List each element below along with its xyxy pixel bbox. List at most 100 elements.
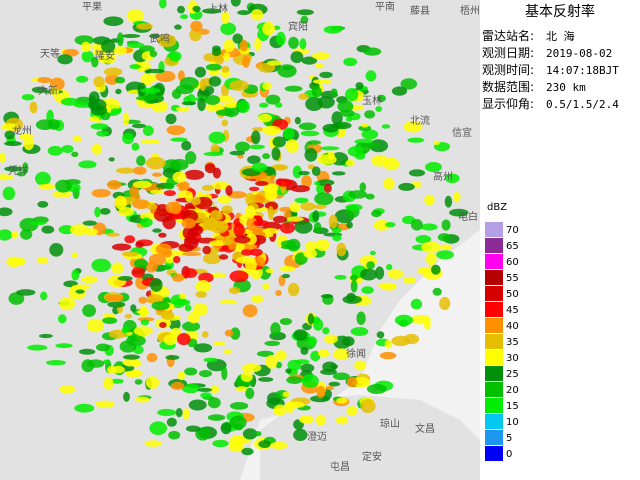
echo-cell (0, 174, 14, 181)
echo-cell (139, 217, 153, 228)
echo-cell (177, 333, 191, 346)
echo-cell (376, 94, 386, 103)
echo-cell (436, 250, 454, 260)
echo-cell (71, 269, 80, 281)
echo-cell (300, 15, 309, 24)
echo-cell (337, 100, 354, 113)
echo-cell (170, 137, 188, 142)
echo-cell (241, 249, 253, 256)
echo-cell (121, 34, 141, 38)
echo-cell (286, 401, 305, 409)
echo-cell (90, 105, 108, 116)
echo-cell (91, 258, 111, 273)
echo-cell (2, 186, 16, 201)
echo-cell (358, 125, 372, 132)
echo-cell (346, 406, 358, 416)
echo-cell (415, 235, 432, 244)
echo-cell (195, 427, 211, 441)
place-label: 大新 (38, 84, 58, 97)
echo-cell (202, 8, 222, 14)
echo-cell (149, 421, 167, 436)
echo-cell (363, 47, 382, 56)
echo-cell (223, 348, 232, 355)
place-label: 北流 (410, 114, 430, 127)
echo-cell (221, 205, 233, 214)
panel-title: 基本反射率 (525, 3, 595, 20)
echo-cell (322, 327, 330, 335)
legend-swatch (485, 430, 503, 445)
echo-cell (270, 164, 289, 171)
echo-cell (78, 348, 96, 355)
echo-cell (157, 34, 177, 48)
echo-cell (345, 204, 363, 211)
place-label: 宾阳 (288, 20, 308, 33)
echo-cell (339, 109, 355, 117)
echo-cell (285, 139, 299, 153)
echo-cell (159, 0, 167, 9)
echo-cell (184, 235, 199, 250)
echo-cell (245, 205, 256, 219)
echo-cell (272, 136, 286, 148)
echo-cell (361, 286, 374, 294)
echo-cell (433, 140, 440, 145)
echo-cell (38, 183, 56, 190)
echo-cell (74, 35, 94, 45)
echo-cell (28, 220, 47, 226)
echo-cell (179, 293, 187, 300)
legend-swatch (485, 382, 503, 397)
echo-cell (425, 162, 442, 172)
echo-cell (126, 42, 145, 49)
echo-cell (4, 166, 23, 172)
echo-cell (299, 415, 314, 424)
field-value: 2019-08-02 (546, 47, 612, 60)
echo-cell (417, 267, 430, 275)
legend-swatch (485, 270, 503, 285)
echo-cell (346, 292, 356, 302)
echo-cell (172, 273, 185, 282)
echo-cell (152, 172, 163, 177)
echo-cell (317, 349, 330, 358)
echo-cell (38, 333, 53, 339)
echo-cell (93, 76, 105, 88)
echo-cell (37, 201, 49, 208)
echo-cell (217, 195, 232, 204)
echo-cell (229, 435, 243, 448)
echo-cell (0, 229, 13, 241)
echo-cell (279, 222, 296, 234)
echo-cell (210, 272, 227, 278)
echo-cell (181, 101, 197, 106)
echo-cell (111, 365, 125, 374)
echo-cell (195, 291, 207, 298)
echo-cell (27, 344, 48, 351)
echo-cell (145, 68, 165, 74)
echo-cell (177, 371, 186, 381)
echo-cell (140, 319, 150, 326)
echo-cell (298, 93, 309, 100)
legend-label: 35 (506, 337, 519, 348)
echo-cell (222, 238, 232, 246)
echo-cell (369, 250, 376, 256)
echo-cell (235, 386, 248, 392)
echo-cell (52, 190, 72, 198)
echo-cell (383, 157, 400, 171)
echo-cell (381, 124, 391, 129)
echo-cell (365, 70, 377, 82)
echo-cell (283, 211, 292, 219)
place-label: 天等 (40, 47, 60, 60)
echo-cell (262, 153, 270, 160)
echo-cell (0, 152, 6, 163)
echo-cell (166, 417, 177, 427)
echo-cell (218, 254, 229, 260)
echo-cell (90, 123, 109, 130)
echo-cell (116, 32, 124, 47)
echo-cell (74, 403, 95, 413)
echo-cell (420, 223, 438, 231)
echo-cell (131, 142, 140, 151)
echo-cell (325, 385, 335, 391)
echo-cell (12, 257, 26, 266)
echo-cell (347, 146, 365, 157)
place-label: 上林 (208, 2, 228, 15)
echo-cell (441, 244, 453, 251)
echo-cell (96, 130, 109, 137)
